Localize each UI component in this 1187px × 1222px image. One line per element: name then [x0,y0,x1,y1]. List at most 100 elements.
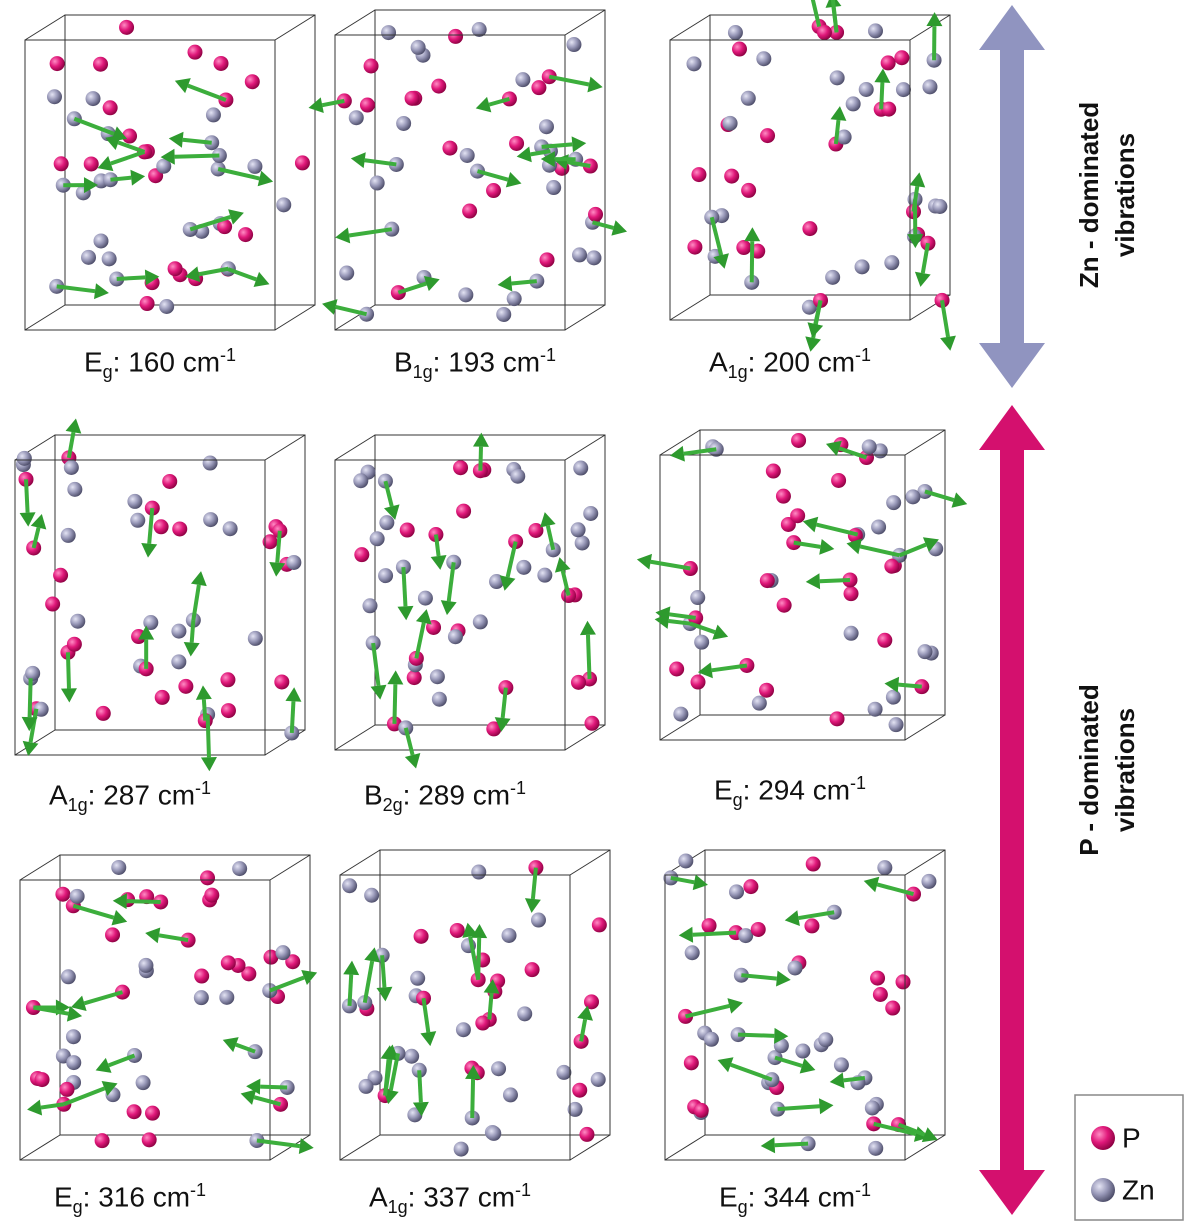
mode-subscript: 1g [728,362,748,382]
p-atom [678,853,693,868]
p-atom [55,887,70,902]
p-atom [378,568,393,583]
zn-atom [93,57,108,72]
mode-label: A1g: 200 cm-1 [640,345,940,383]
p-atom [286,555,301,570]
zn-atom [871,519,886,534]
zn-atom [515,72,530,87]
zn-atom [571,522,586,537]
displacement-head [909,172,925,187]
p-atom [759,683,774,698]
zn-atom [791,433,806,448]
zn-atom [831,473,846,488]
displacement-shaft [277,531,280,563]
p-atom [61,528,76,543]
zn-atom [274,674,289,689]
p-atom [572,247,587,262]
displacement-head [800,1058,816,1073]
displacement-head [506,172,522,187]
mode-label: B1g: 193 cm-1 [325,345,625,383]
displacement-head [776,971,791,987]
p-atom [456,1022,471,1037]
zn-atom [219,990,234,1005]
legend-label: Zn [1122,1174,1155,1205]
zn-atom [865,1100,880,1115]
p-atom [690,590,705,605]
p-atom [855,259,870,274]
p-atom [456,504,471,519]
displacement-head [258,171,273,187]
p-atom [70,614,85,629]
mode-symbol: B [394,346,413,377]
zn-atom [364,888,379,903]
zn-atom [751,922,766,937]
zn-atom [362,598,377,613]
zn-atom [453,460,468,475]
side-label: P - dominated [1074,684,1104,855]
zn-atom [200,870,215,885]
zn-atom [728,25,743,40]
p-atom [354,547,369,562]
displacement-head [441,600,457,615]
mode-text: : 344 cm [748,1181,855,1212]
zn-atom [47,89,62,104]
displacement-head [431,555,447,570]
mode-symbol: B [364,779,383,810]
crystal-panel [335,433,605,769]
displacement-shaft [542,144,573,147]
cell-edge [20,1135,60,1160]
displacement-shaft [270,977,304,990]
displacement-head [169,132,184,148]
crystal-panel [670,0,956,352]
displacement-head [819,539,834,555]
displacement-shaft [26,479,28,512]
zn-atom [905,489,920,504]
displacement-head [498,276,513,292]
legend-label: P [1122,1122,1141,1153]
zn-atom [67,482,82,497]
zn-atom [566,37,581,52]
cell-edge [340,1135,380,1160]
mode-subscript: g [733,790,743,810]
zn-atom [886,495,901,510]
zn-atom [238,227,253,242]
side-label: vibrations [1110,708,1140,832]
p-atom [817,25,832,40]
p-atom [704,1032,719,1047]
zn-atom [66,1055,81,1070]
zn-atom [45,597,60,612]
zn-atom [795,1044,810,1059]
zn-atom [462,204,477,219]
zn-atom [868,702,883,717]
zn-atom [67,637,82,652]
displacement-shaft [512,281,537,283]
mode-subscript: 1g [68,795,88,815]
mode-subscript: 1g [388,1197,408,1217]
p-arrow [979,405,1045,1215]
p-atom [35,1072,50,1087]
zn-atom [295,155,310,170]
displacement-shaft [403,567,405,606]
displacement-head [926,12,942,26]
mode-symbol: E [84,346,103,377]
displacement-head [555,557,571,572]
crystal-panel [25,15,315,330]
cell-edge [910,15,950,40]
cell-front [20,880,270,1160]
zn-atom [592,917,607,932]
zn-atom [364,59,379,74]
zn-atom [206,107,221,122]
mode-symbol: E [54,1181,73,1212]
zn-atom [360,98,375,113]
displacement-head [940,336,956,351]
p-atom [70,889,85,904]
displacement-head [915,272,931,287]
cell-edge [905,850,945,875]
displacement-shaft [731,1065,772,1080]
cell-edge [670,15,710,40]
zn-atom [232,861,247,876]
displacement-head [785,910,800,926]
p-atom [510,469,525,484]
zn-atom [743,879,758,894]
zn-atom [342,878,357,893]
